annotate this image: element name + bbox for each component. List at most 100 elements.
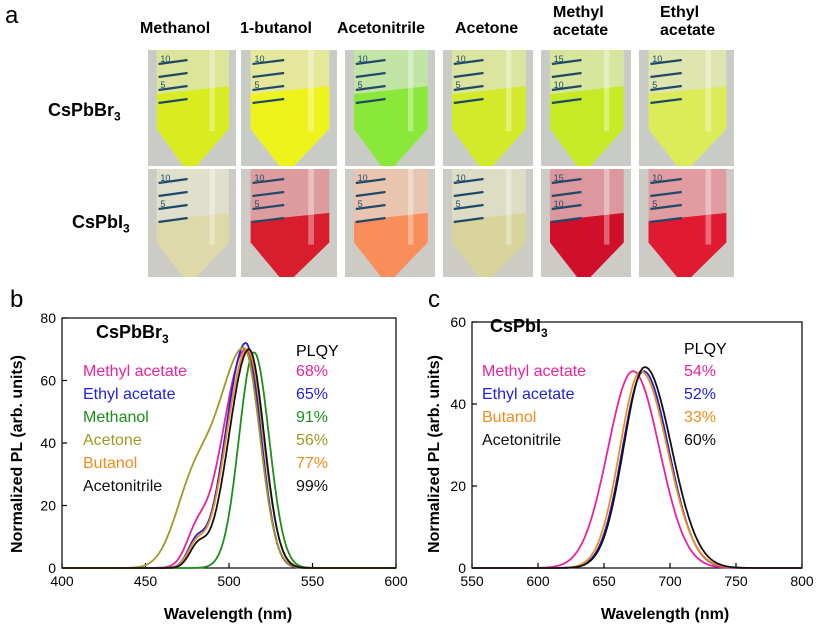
legend-label: Ethyl acetate [482, 386, 575, 403]
legend-label: Methanol [83, 409, 149, 426]
svg-text:5: 5 [160, 199, 165, 209]
plqy-value: 91% [296, 409, 328, 426]
svg-text:10: 10 [652, 173, 662, 183]
legend-label: Acetonitrile [83, 478, 162, 495]
svg-text:5: 5 [652, 199, 657, 209]
y-tick-label: 60 [450, 314, 466, 330]
svg-text:10: 10 [160, 54, 170, 64]
x-tick-label: 800 [790, 573, 814, 589]
svg-text:10: 10 [358, 54, 368, 64]
vial-photo: 10 5 [241, 50, 337, 166]
x-tick-label: 750 [724, 573, 748, 589]
series-line-acetonitrile [472, 366, 802, 569]
x-tick-label: 450 [134, 573, 158, 589]
svg-text:5: 5 [254, 199, 259, 209]
plqy-value: 68% [296, 363, 328, 380]
svg-text:10: 10 [652, 54, 662, 64]
svg-text:10: 10 [554, 199, 564, 209]
vial-photo: 10 5 [148, 169, 236, 277]
vial-photo: 15 10 [541, 50, 631, 166]
chart-c-ylabel: Normalized PL (arb. units) [426, 355, 443, 553]
solvent-label-acetone: Acetone [455, 20, 519, 37]
x-tick-label: 700 [658, 573, 682, 589]
y-tick-label: 0 [458, 560, 466, 576]
svg-text:10: 10 [456, 173, 466, 183]
svg-text:10: 10 [160, 173, 170, 183]
vial-photo: 10 5 [443, 169, 533, 277]
svg-text:5: 5 [358, 80, 363, 90]
row-label-cspbi3: CsPbI3 [72, 212, 130, 236]
svg-text:15: 15 [554, 173, 564, 183]
y-tick-label: 0 [48, 560, 56, 576]
y-tick-label: 60 [40, 373, 56, 389]
plot-frame [471, 321, 803, 569]
svg-text:5: 5 [160, 80, 165, 90]
legend-label: Ethyl acetate [83, 386, 176, 403]
svg-text:5: 5 [456, 80, 461, 90]
solvent-label-acetonitrile: Acetonitrile [337, 20, 426, 37]
panel-a-letter: a [5, 2, 19, 29]
series-line-acetonitrile [62, 348, 396, 569]
vial-photo: 10 5 [443, 50, 533, 166]
legend-label: Acetone [83, 432, 142, 449]
chart-b-title: CsPbBr3 [96, 322, 169, 346]
vial-photo: 10 5 [241, 169, 337, 277]
solvent-label-1-butanol: 1-butanol [240, 20, 312, 37]
chart-c-title: CsPbI3 [490, 316, 548, 340]
vial-photo: 10 5 [639, 50, 734, 166]
vial-photo: 10 5 [345, 50, 435, 166]
vial-photo: 10 5 [639, 169, 734, 277]
y-tick-label: 40 [40, 435, 56, 451]
panel-c-letter: c [428, 286, 440, 313]
plqy-value: 56% [296, 432, 328, 449]
x-tick-label: 500 [217, 573, 241, 589]
plqy-value: 52% [684, 386, 716, 403]
plqy-value: 77% [296, 455, 328, 472]
svg-text:10: 10 [358, 173, 368, 183]
svg-text:5: 5 [652, 80, 657, 90]
svg-text:5: 5 [358, 199, 363, 209]
y-tick-label: 80 [40, 310, 56, 326]
svg-text:10: 10 [254, 54, 264, 64]
plqy-value: 65% [296, 386, 328, 403]
legend-label: Methyl acetate [482, 363, 586, 380]
chart-c: c CsPbI3 PLQY Wavelength (nm) Normalized… [426, 286, 814, 623]
svg-text:10: 10 [254, 173, 264, 183]
svg-text:5: 5 [254, 80, 259, 90]
vial-photo: 10 5 [148, 50, 236, 166]
svg-text:10: 10 [554, 80, 564, 90]
plqy-value: 60% [684, 432, 716, 449]
solvent-label-methanol: Methanol [140, 20, 211, 37]
legend-label: Acetonitrile [482, 432, 561, 449]
svg-text:15: 15 [554, 54, 564, 64]
plqy-value: 99% [296, 478, 328, 495]
x-tick-label: 550 [460, 573, 484, 589]
y-tick-label: 20 [40, 498, 56, 514]
legend-label: Butanol [482, 409, 536, 426]
x-tick-label: 600 [384, 573, 408, 589]
x-tick-label: 600 [526, 573, 550, 589]
chart-b: b CsPbBr3 PLQY Wavelength (nm) Normalize… [9, 286, 408, 623]
x-tick-label: 550 [301, 573, 325, 589]
x-tick-label: 650 [592, 573, 616, 589]
svg-text:10: 10 [456, 54, 466, 64]
chart-b-plqy-header: PLQY [296, 343, 339, 360]
plqy-value: 33% [684, 409, 716, 426]
legend-label: Methyl acetate [83, 363, 187, 380]
legend-label: Butanol [83, 455, 137, 472]
chart-c-xlabel: Wavelength (nm) [601, 606, 729, 623]
solvent-label-ethyl-acetate: Ethyl acetate [660, 4, 716, 39]
y-tick-label: 40 [450, 396, 466, 412]
chart-b-xlabel: Wavelength (nm) [164, 606, 292, 623]
row-label-cspbbr3: CsPbBr3 [48, 100, 121, 124]
svg-text:5: 5 [456, 199, 461, 209]
vial-photo: 10 5 [345, 169, 435, 277]
panel-b-letter: b [10, 286, 23, 313]
solvent-label-methyl-acetate: Methyl acetate [553, 4, 609, 39]
chart-b-ylabel: Normalized PL (arb. units) [9, 355, 26, 553]
chart-c-plqy-header: PLQY [684, 341, 727, 358]
y-tick-label: 20 [450, 478, 466, 494]
x-tick-label: 400 [50, 573, 74, 589]
vial-photo: 15 10 [541, 169, 631, 277]
plqy-value: 54% [684, 363, 716, 380]
